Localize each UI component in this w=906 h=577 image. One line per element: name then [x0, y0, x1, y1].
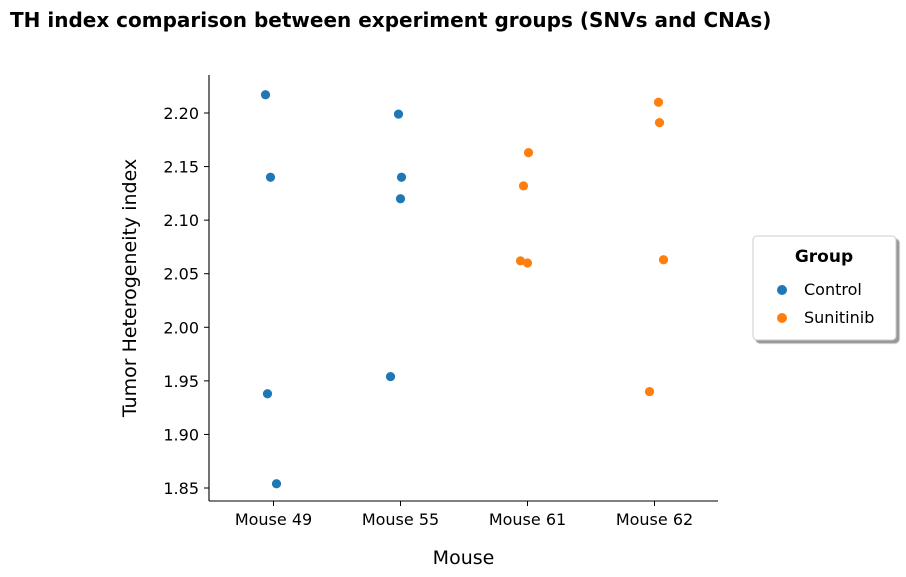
- y-tick-label: 2.00: [163, 318, 199, 337]
- x-tick-label: Mouse 49: [235, 510, 312, 529]
- y-axis-label: Tumor Heterogeneity index: [119, 159, 141, 418]
- data-point-control: [385, 371, 396, 382]
- data-point-control: [393, 109, 404, 119]
- data-point-sunitinib: [518, 181, 529, 191]
- legend-marker-sunitinib: [777, 313, 787, 323]
- x-tick-label: Mouse 61: [489, 510, 566, 529]
- x-ticks: Mouse 49 Mouse 55 Mouse 61 Mouse 62: [235, 501, 693, 529]
- legend-marker-control: [777, 285, 787, 295]
- chart-title: TH index comparison between experiment g…: [10, 8, 771, 32]
- data-point-sunitinib: [523, 148, 534, 158]
- x-tick-label: Mouse 62: [616, 510, 693, 529]
- x-axis-label: Mouse: [433, 547, 495, 569]
- y-ticks: 1.85 1.90 1.95 2.00 2.05 2.10 2.15 2.20: [163, 104, 209, 498]
- plot-area: 1.85 1.90 1.95 2.00 2.05 2.10 2.15 2.20 Mouse 4…: [163, 75, 718, 529]
- data-point-control: [260, 90, 271, 100]
- legend-label-control: Control: [804, 280, 862, 299]
- y-tick-label: 1.90: [163, 425, 199, 444]
- data-point-sunitinib: [522, 258, 533, 268]
- data-point-sunitinib: [515, 256, 526, 266]
- data-point-sunitinib: [654, 118, 665, 128]
- x-tick-label: Mouse 55: [362, 510, 439, 529]
- data-point-control: [396, 172, 407, 182]
- data-point-sunitinib: [653, 97, 664, 107]
- data-point-control: [271, 479, 282, 489]
- data-point-sunitinib: [644, 386, 655, 397]
- data-point-control: [262, 389, 273, 399]
- data-point-control: [395, 194, 406, 204]
- legend: Group Control Sunitinib: [752, 235, 897, 341]
- data-point-sunitinib: [658, 255, 669, 265]
- legend-label-sunitinib: Sunitinib: [804, 308, 874, 327]
- y-tick-label: 2.15: [163, 158, 199, 177]
- y-tick-label: 2.10: [163, 211, 199, 230]
- y-tick-label: 2.05: [163, 265, 199, 284]
- y-tick-label: 2.20: [163, 104, 199, 123]
- data-points: [260, 90, 669, 489]
- data-point-control: [265, 172, 276, 182]
- y-tick-label: 1.95: [163, 372, 199, 391]
- legend-title: Group: [795, 247, 853, 267]
- legend-box: [752, 235, 897, 341]
- y-tick-label: 1.85: [163, 479, 199, 498]
